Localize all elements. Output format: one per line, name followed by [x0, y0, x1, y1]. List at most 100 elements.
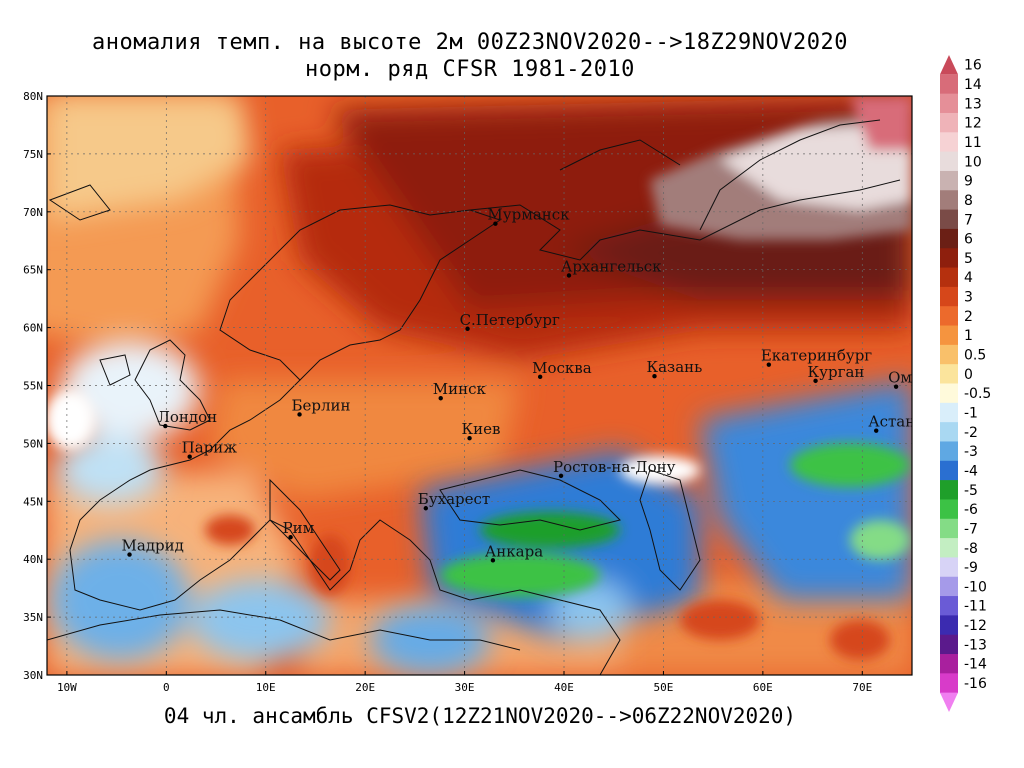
colorbar-cell-3: [940, 112, 958, 133]
lon-label-0: 10W: [57, 681, 77, 694]
colorbar-label-1: 14: [964, 77, 982, 93]
lon-label-4: 30E: [455, 681, 475, 694]
city-marker-9: [438, 396, 443, 401]
lon-label-2: 10E: [256, 681, 276, 694]
city-marker-3: [537, 374, 543, 380]
city-label-1: Архангельск: [561, 257, 662, 275]
city-label-2: С.Петербург: [460, 311, 560, 329]
colorbar-label-0: 16: [964, 58, 982, 74]
colorbar-label-18: -1: [964, 405, 978, 421]
colorbar-cell-30: [940, 634, 958, 655]
lon-label-1: 0: [163, 681, 170, 694]
colorbar-cell-6: [940, 170, 958, 191]
colorbar-label-30: -13: [964, 637, 987, 653]
city-marker-7: [893, 384, 899, 389]
city-marker-8: [874, 428, 879, 433]
colorbar-cell-5: [940, 151, 958, 172]
city-label-13: Киев: [462, 420, 501, 438]
lat-label-6: 50N: [23, 437, 43, 450]
colorbar-label-11: 4: [964, 270, 973, 286]
colorbar-label-23: -6: [964, 502, 978, 518]
city-label-9: Минск: [433, 380, 487, 398]
city-label-6: Курган: [808, 363, 865, 381]
lat-label-5: 55N: [23, 380, 43, 393]
colorbar-cell-11: [940, 267, 958, 288]
colorbar-cell-31: [940, 654, 958, 674]
lat-label-0: 80N: [23, 90, 43, 103]
city-label-15: Бухарест: [418, 490, 490, 508]
colorbar-label-2: 13: [964, 96, 982, 112]
city-label-14: Ростов-на-Дону: [553, 458, 676, 476]
lat-label-3: 65N: [23, 264, 43, 277]
city-label-4: Казань: [646, 358, 702, 376]
colorbar-cell-23: [940, 499, 958, 520]
colorbar-cell-7: [940, 190, 958, 211]
colorbar-cell-16: [940, 364, 958, 384]
city-marker-15: [423, 506, 429, 511]
city-label-0: Мурманск: [487, 206, 570, 224]
colorbar-label-16: 0: [964, 367, 973, 383]
city-marker-12: [187, 454, 192, 459]
city-label-5: Екатеринбург: [761, 347, 872, 365]
colorbar-cell-32: [940, 673, 958, 694]
city-marker-1: [566, 273, 572, 278]
colorbar-label-12: 3: [964, 290, 973, 306]
city-marker-18: [490, 558, 496, 563]
colorbar-cell-22: [940, 480, 958, 500]
city-marker-4: [652, 374, 657, 379]
city-marker-17: [127, 552, 132, 557]
colorbar-label-13: 2: [964, 309, 973, 325]
colorbar-cell-13: [940, 306, 958, 327]
lon-label-7: 60E: [753, 681, 773, 694]
colorbar-cell-10: [940, 248, 958, 269]
city-marker-5: [766, 362, 772, 367]
city-marker-16: [288, 534, 293, 540]
colorbar-label-6: 9: [964, 174, 973, 190]
colorbar-label-20: -3: [964, 444, 978, 460]
city-label-10: Берлин: [292, 396, 351, 414]
latitude-axis: 80N 75N 70N 65N 60N 55N 50N 45N 40N 35N 30N: [23, 90, 51, 682]
colorbar-label-29: -12: [964, 618, 987, 634]
lon-label-8: 70E: [852, 681, 872, 694]
lon-label-6: 50E: [653, 681, 673, 694]
colorbar-label-10: 5: [964, 251, 973, 267]
city-marker-10: [297, 412, 302, 417]
city-marker-14: [558, 473, 564, 479]
colorbar-cell-8: [940, 209, 958, 230]
colorbar-cell-27: [940, 576, 958, 597]
colorbar: 16 14 13 12 11 10 9 8 7 6 5 4 3 2 1 0.5 0 -0.5 -1 -2 -3 -4 -5 -…: [940, 55, 991, 712]
map-title-line1: аномалия темп. на высоте 2м 00Z23NOV2020…: [92, 30, 848, 55]
colorbar-label-28: -11: [964, 599, 987, 615]
colorbar-cell-33: [940, 692, 958, 712]
colorbar-label-15: 0.5: [964, 348, 986, 364]
colorbar-label-31: -14: [964, 657, 987, 673]
lat-label-9: 35N: [23, 611, 43, 624]
colorbar-cell-26: [940, 557, 958, 578]
colorbar-label-22: -5: [964, 483, 978, 499]
colorbar-label-4: 11: [964, 135, 982, 151]
city-marker-11: [163, 423, 168, 429]
longitude-axis: 10W 0 10E 20E 30E 40E 50E 60E 70E: [57, 671, 872, 694]
lat-label-4: 60N: [23, 322, 43, 335]
colorbar-label-9: 6: [964, 232, 973, 248]
anomaly-field: Мурманск Архангельск С.Петербург Москва Каза…: [47, 96, 924, 675]
colorbar-cell-0: [940, 55, 958, 75]
colorbar-cell-20: [940, 441, 958, 462]
lat-label-7: 45N: [23, 495, 43, 508]
colorbar-cell-12: [940, 286, 958, 307]
colorbar-cell-14: [940, 325, 958, 346]
colorbar-cell-9: [940, 228, 958, 249]
city-label-8: Астана: [868, 413, 924, 431]
ensemble-footer: 04 чл. ансамбль CFSV2(12Z21NOV2020-->06Z…: [163, 704, 797, 728]
city-marker-0: [493, 221, 498, 226]
lat-label-1: 75N: [23, 148, 43, 161]
colorbar-label-26: -9: [964, 560, 978, 576]
coastlines: [47, 119, 901, 675]
colorbar-label-32: -16: [964, 676, 987, 692]
colorbar-cell-2: [940, 93, 958, 114]
city-label-3: Москва: [532, 359, 592, 377]
colorbar-cell-4: [940, 132, 958, 153]
colorbar-cell-19: [940, 422, 958, 442]
colorbar-cell-24: [940, 518, 958, 539]
